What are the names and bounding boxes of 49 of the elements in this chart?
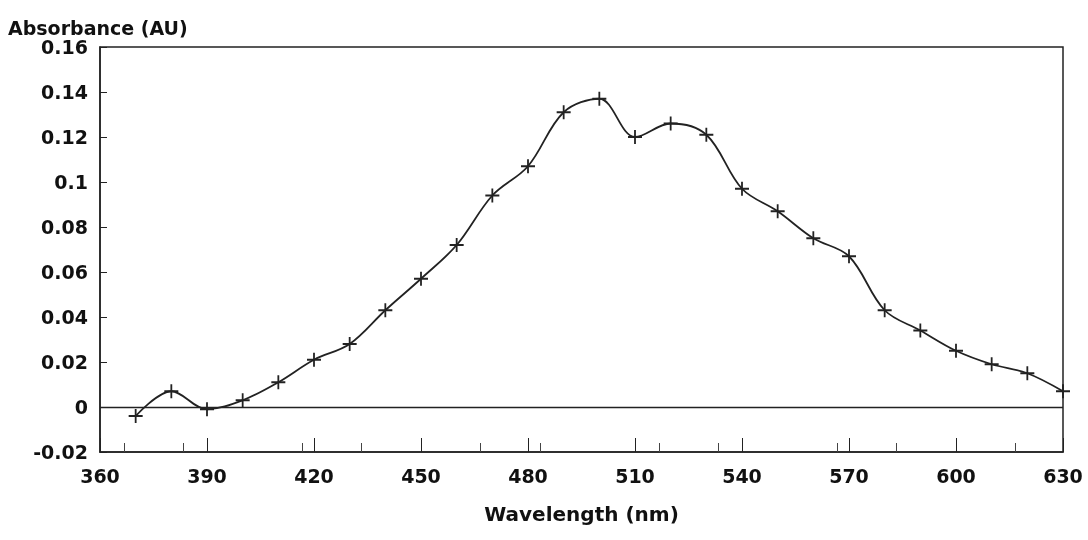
y-tick-label: 0.06 bbox=[41, 261, 88, 283]
x-tick-label: 570 bbox=[829, 464, 869, 487]
y-tick-label: -0.02 bbox=[33, 441, 88, 463]
point bbox=[234, 392, 251, 409]
point bbox=[163, 383, 180, 400]
point bbox=[127, 408, 144, 424]
point bbox=[662, 115, 679, 132]
y-tick-label: 0.08 bbox=[41, 216, 88, 238]
point bbox=[769, 203, 786, 220]
point bbox=[734, 180, 750, 197]
point bbox=[698, 126, 715, 143]
point bbox=[413, 270, 429, 287]
y-tick-label: 0.02 bbox=[41, 351, 88, 373]
x-tick-label: 600 bbox=[936, 464, 976, 487]
x-tick-label: 390 bbox=[187, 464, 227, 487]
point bbox=[1055, 383, 1071, 400]
point bbox=[876, 302, 893, 319]
point bbox=[306, 351, 322, 368]
point bbox=[199, 401, 215, 418]
point bbox=[448, 237, 465, 253]
point bbox=[377, 302, 394, 319]
point bbox=[555, 104, 572, 121]
x-tick-label: 630 bbox=[1043, 464, 1083, 487]
point bbox=[983, 356, 1000, 373]
x-tick-label: 450 bbox=[401, 464, 441, 487]
y-tick-label: 0.16 bbox=[41, 36, 88, 58]
x-tick-label: 510 bbox=[615, 464, 655, 487]
point bbox=[948, 342, 964, 359]
y-tick-label: 0.1 bbox=[54, 171, 88, 193]
point bbox=[591, 90, 608, 107]
y-tick-label: 0 bbox=[74, 396, 88, 418]
x-tick-label: 360 bbox=[80, 464, 120, 487]
y-tick-label: 0.14 bbox=[41, 81, 88, 103]
y-tick-label: 0.04 bbox=[41, 306, 88, 328]
point bbox=[912, 322, 929, 339]
point bbox=[627, 129, 643, 145]
point bbox=[841, 248, 857, 265]
y-axis-title: Absorbance (AU) bbox=[8, 16, 188, 39]
point bbox=[484, 187, 501, 204]
point bbox=[805, 230, 822, 247]
point bbox=[520, 158, 536, 175]
y-tick-label: 0.12 bbox=[41, 126, 88, 148]
point bbox=[270, 374, 287, 391]
x-axis-title: Wavelength (nm) bbox=[484, 502, 679, 526]
x-tick-label: 420 bbox=[294, 464, 334, 487]
x-tick-label: 480 bbox=[508, 464, 548, 487]
point bbox=[1019, 365, 1036, 382]
point bbox=[341, 336, 358, 352]
x-tick-label: 540 bbox=[722, 464, 762, 487]
